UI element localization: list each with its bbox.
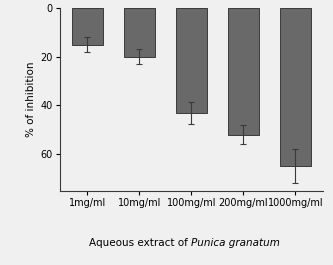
Bar	[124, 8, 155, 57]
Bar	[176, 8, 207, 113]
Y-axis label: % of inhibition: % of inhibition	[26, 62, 36, 137]
Text: Aqueous extract of: Aqueous extract of	[89, 238, 191, 249]
Bar	[72, 8, 103, 45]
Text: Punica granatum: Punica granatum	[191, 238, 280, 249]
Bar	[228, 8, 259, 135]
Bar	[280, 8, 311, 166]
